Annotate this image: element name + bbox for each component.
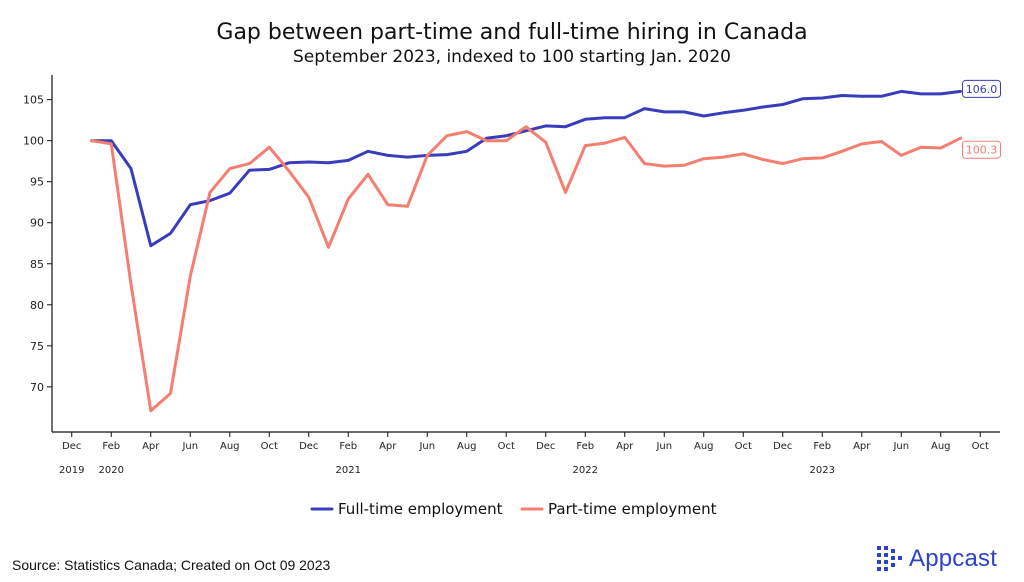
legend-label-part-time: Part-time employment <box>548 500 717 518</box>
x-tick-label: Oct <box>498 441 515 452</box>
x-tick-label: Feb <box>576 441 594 452</box>
x-year-label: 2022 <box>573 465 598 476</box>
source-note: Source: Statistics Canada; Created on Oc… <box>12 557 331 573</box>
x-tick-label: Apr <box>853 441 871 452</box>
x-tick-label: Aug <box>220 441 240 452</box>
y-tick-label: 80 <box>30 299 44 312</box>
x-tick-label: Dec <box>536 441 555 452</box>
x-tick-label: Dec <box>62 441 81 452</box>
y-tick-label: 95 <box>30 176 44 189</box>
x-year-label: 2020 <box>99 465 124 476</box>
x-year-label: 2023 <box>810 465 835 476</box>
x-tick-label: Jun <box>418 441 435 452</box>
y-tick-label: 105 <box>23 94 44 107</box>
y-tick-label: 100 <box>23 135 44 148</box>
part-time-series-line <box>90 125 962 413</box>
x-tick-label: Dec <box>299 441 318 452</box>
appcast-logo: Appcast <box>877 542 997 576</box>
y-tick-label: 75 <box>30 340 44 353</box>
x-tick-label: Oct <box>261 441 278 452</box>
x-tick-label: Aug <box>931 441 951 452</box>
x-year-label: 2019 <box>59 465 84 476</box>
full-time-end-label: 106.0 <box>966 83 998 96</box>
y-tick-label: 90 <box>30 217 44 230</box>
x-tick-label: Oct <box>972 441 989 452</box>
x-tick-label: Feb <box>339 441 357 452</box>
x-tick-label: Apr <box>379 441 397 452</box>
appcast-dots-icon <box>877 546 902 571</box>
x-tick-label: Aug <box>457 441 477 452</box>
x-tick-label: Oct <box>735 441 752 452</box>
x-year-label: 2021 <box>336 465 361 476</box>
legend-label-full-time: Full-time employment <box>338 500 503 518</box>
x-tick-label: Feb <box>102 441 120 452</box>
x-tick-label: Apr <box>142 441 160 452</box>
y-tick-label: 70 <box>30 381 44 394</box>
chart-title: Gap between part-time and full-time hiri… <box>216 20 808 45</box>
x-tick-label: Dec <box>773 441 792 452</box>
y-tick-label: 85 <box>30 258 44 271</box>
x-tick-label: Jun <box>181 441 198 452</box>
brand-name: Appcast <box>909 545 998 572</box>
x-tick-label: Aug <box>694 441 714 452</box>
x-tick-label: Jun <box>892 441 909 452</box>
chart-subtitle: September 2023, indexed to 100 starting … <box>293 47 731 67</box>
full-time-end-label-box <box>962 79 1001 98</box>
part-time-end-label: 100.3 <box>966 144 998 157</box>
x-tick-label: Feb <box>813 441 831 452</box>
x-tick-label: Jun <box>655 441 672 452</box>
part-time-end-label-box <box>962 140 1001 159</box>
x-tick-label: Apr <box>616 441 634 452</box>
full-time-series-line <box>90 89 962 248</box>
